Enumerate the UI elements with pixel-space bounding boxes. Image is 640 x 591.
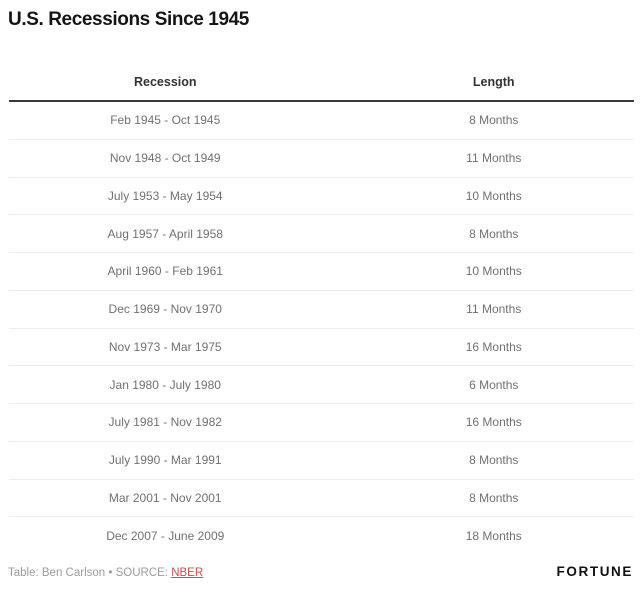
- credit-text: Table: Ben Carlson • SOURCE:: [8, 567, 172, 579]
- length-cell: 10 Months: [465, 264, 522, 279]
- length-cell: 8 Months: [469, 490, 519, 505]
- table-row: Jan 1980 - July 1980 6 Months: [9, 366, 634, 404]
- recession-cell: Nov 1948 - Oct 1949: [109, 151, 221, 166]
- recession-cell: July 1953 - May 1954: [107, 188, 223, 203]
- table-row: Mar 2001 - Nov 2001 8 Months: [9, 480, 634, 518]
- table-row: Aug 1957 - April 1958 8 Months: [9, 215, 634, 253]
- recession-cell: Nov 1973 - Mar 1975: [108, 339, 222, 354]
- table-row: July 1990 - Mar 1991 8 Months: [9, 442, 634, 480]
- length-cell: 16 Months: [465, 339, 522, 354]
- length-cell: 8 Months: [469, 226, 519, 241]
- table-body: Feb 1945 - Oct 1945 8 Months Nov 1948 - Oc…: [9, 102, 634, 554]
- recession-cell: Dec 1969 - Nov 1970: [108, 302, 222, 317]
- recession-cell: July 1990 - Mar 1991: [108, 453, 222, 468]
- table-row: Nov 1973 - Mar 1975 16 Months: [9, 329, 634, 367]
- recession-cell: Aug 1957 - April 1958: [107, 226, 223, 241]
- recession-cell: Jan 1980 - July 1980: [109, 377, 221, 392]
- length-cell: 18 Months: [465, 528, 522, 543]
- recession-cell: April 1960 - Feb 1961: [107, 264, 223, 279]
- recession-cell: July 1981 - Nov 1982: [108, 415, 222, 430]
- length-cell: 8 Months: [469, 113, 519, 128]
- length-cell: 16 Months: [465, 415, 522, 430]
- recession-cell: Feb 1945 - Oct 1945: [110, 113, 221, 128]
- length-cell: 11 Months: [466, 151, 522, 166]
- length-cell: 8 Months: [469, 453, 519, 468]
- footer: Table: Ben Carlson • SOURCE: NBER FORTUN…: [8, 564, 633, 579]
- table-row: July 1953 - May 1954 10 Months: [9, 178, 634, 216]
- table-header-row: Recession Length: [9, 64, 634, 102]
- table-row: July 1981 - Nov 1982 16 Months: [9, 404, 634, 442]
- recessions-table: Recession Length Feb 1945 - Oct 1945 8 Mo…: [9, 64, 634, 554]
- column-header-length: Length: [472, 75, 515, 89]
- table-row: Nov 1948 - Oct 1949 11 Months: [9, 140, 634, 178]
- table-row: Dec 2007 - June 2009 18 Months: [9, 517, 634, 554]
- table-row: Feb 1945 - Oct 1945 8 Months: [9, 102, 634, 140]
- source-link[interactable]: NBER: [171, 567, 204, 579]
- credit-line: Table: Ben Carlson • SOURCE: NBER: [8, 567, 203, 579]
- recession-cell: Dec 2007 - June 2009: [106, 528, 225, 543]
- recession-cell: Mar 2001 - Nov 2001: [108, 490, 222, 505]
- table-row: Dec 1969 - Nov 1970 11 Months: [9, 291, 634, 329]
- length-cell: 10 Months: [465, 188, 522, 203]
- page-title: U.S. Recessions Since 1945: [8, 9, 249, 30]
- table-row: April 1960 - Feb 1961 10 Months: [9, 253, 634, 291]
- length-cell: 6 Months: [469, 377, 519, 392]
- length-cell: 11 Months: [466, 302, 522, 317]
- fortune-logo: FORTUNE: [556, 564, 633, 579]
- column-header-recession: Recession: [133, 75, 197, 89]
